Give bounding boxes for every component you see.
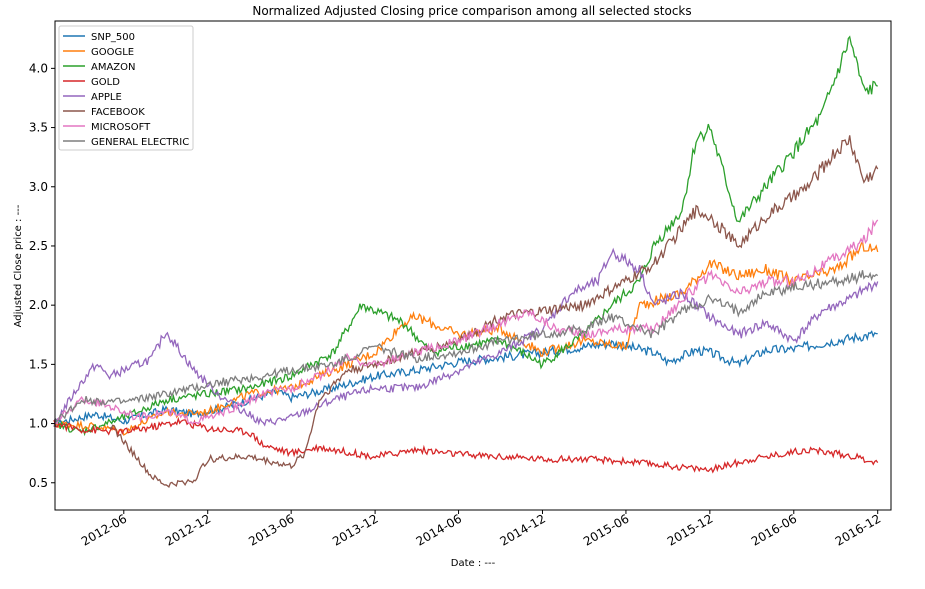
series-line-general-electric — [53, 270, 879, 427]
x-tick-label: 2014-06 — [414, 511, 464, 548]
x-axis: 2012-06 2012-12 2013-06 2013-12 2014-06 2014-… — [79, 510, 883, 549]
y-tick-label: 0.5 — [29, 476, 48, 490]
chart-title: Normalized Adjusted Closing price compar… — [252, 4, 691, 18]
legend-label: MICROSOFT — [91, 122, 151, 133]
y-tick-label: 3.5 — [29, 121, 48, 135]
legend-label: FACEBOOK — [91, 107, 145, 118]
series-line-gold — [53, 416, 879, 474]
legend-label: AMAZON — [91, 62, 136, 73]
x-tick-label: 2013-06 — [246, 511, 296, 548]
series-layer — [53, 35, 879, 488]
y-tick-label: 1.5 — [29, 357, 48, 371]
legend-label: GENERAL ELECTRIC — [91, 137, 189, 148]
legend-label: GOOGLE — [91, 47, 134, 58]
x-tick-label: 2016-12 — [833, 511, 883, 548]
series-line-facebook — [109, 135, 879, 488]
series-line-microsoft — [53, 219, 879, 428]
y-tick-label: 3.0 — [29, 180, 48, 194]
series-line-apple — [53, 247, 879, 427]
plot-frame — [54, 20, 892, 511]
x-tick-label: 2016-06 — [749, 511, 799, 548]
x-tick-label: 2013-12 — [330, 511, 380, 548]
x-tick-label: 2014-12 — [498, 511, 548, 548]
legend: SNP_500 GOOGLE AMAZON GOLD APPLE FACEBOOK MICR… — [58, 25, 194, 151]
legend-label: SNP_500 — [91, 32, 135, 43]
y-axis-label: Adjusted Close price : --- — [13, 204, 24, 327]
legend-box — [58, 25, 194, 151]
x-tick-label: 2015-12 — [665, 511, 715, 548]
y-tick-label: 2.0 — [29, 298, 48, 312]
y-tick-label: 1.0 — [29, 417, 48, 431]
legend-label: GOLD — [91, 77, 120, 88]
x-tick-label: 2012-06 — [79, 511, 129, 548]
legend-label: APPLE — [91, 92, 122, 103]
x-axis-label: Date : --- — [451, 558, 496, 569]
x-tick-label: 2012-12 — [163, 511, 213, 548]
y-tick-label: 2.5 — [29, 239, 48, 253]
y-axis: 0.5 1.0 1.5 2.0 2.5 3.0 3.5 4.0 — [29, 61, 55, 490]
y-tick-label: 4.0 — [29, 61, 48, 75]
series-line-snp_500 — [53, 330, 878, 428]
series-line-amazon — [53, 35, 878, 437]
x-tick-label: 2015-06 — [581, 511, 631, 548]
